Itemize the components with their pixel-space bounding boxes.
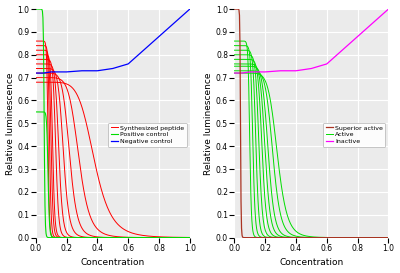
Superior active (232, 7, 237, 11)
Positive control (163, 236, 168, 239)
Line: Negative control: Negative control (36, 9, 190, 73)
Active (324, 236, 328, 239)
Y-axis label: Relative luminescence: Relative luminescence (6, 72, 14, 175)
Y-axis label: Relative luminescence: Relative luminescence (204, 72, 213, 175)
Negative control (110, 67, 115, 70)
Positive control (34, 7, 39, 11)
X-axis label: Concentration: Concentration (279, 259, 344, 268)
Synthesized peptide (173, 236, 178, 239)
Superior active (324, 236, 328, 239)
Negative control (95, 69, 100, 72)
Inactive (263, 70, 268, 73)
Inactive (247, 70, 252, 73)
Synthesized peptide (163, 236, 168, 239)
Inactive (255, 70, 260, 73)
Negative control (172, 21, 177, 24)
Inactive (309, 67, 314, 70)
Negative control (188, 7, 192, 11)
Negative control (41, 72, 46, 75)
Positive control (128, 236, 132, 239)
Active (232, 39, 237, 43)
Synthesized peptide (128, 236, 132, 239)
Active (323, 236, 328, 239)
Line: Synthesized peptide: Synthesized peptide (36, 41, 190, 238)
Legend: Superior active, Active, Inactive: Superior active, Active, Inactive (323, 123, 385, 147)
Active (232, 39, 237, 43)
Inactive (294, 69, 298, 72)
Active (362, 236, 367, 239)
Negative control (157, 35, 162, 38)
Synthesized peptide (124, 236, 129, 239)
Superior active (372, 236, 376, 239)
Inactive (355, 35, 360, 38)
Active (326, 236, 331, 239)
Positive control (124, 236, 129, 239)
Superior active (232, 7, 237, 11)
Line: Active: Active (234, 41, 388, 238)
Negative control (64, 70, 69, 73)
Positive control (33, 7, 38, 11)
Superior active (362, 236, 367, 239)
Synthesized peptide (34, 39, 39, 43)
Synthesized peptide (33, 39, 38, 43)
Inactive (232, 72, 237, 75)
Synthesized peptide (188, 236, 192, 239)
Active (372, 236, 376, 239)
Inactive (324, 62, 329, 66)
Line: Inactive: Inactive (234, 9, 388, 73)
Superior active (386, 236, 391, 239)
Inactive (371, 21, 376, 24)
Negative control (141, 49, 146, 52)
Positive control (188, 236, 192, 239)
Line: Superior active: Superior active (234, 9, 388, 238)
Positive control (173, 236, 178, 239)
Line: Positive control: Positive control (36, 9, 190, 238)
Synthesized peptide (125, 236, 130, 239)
Inactive (386, 7, 391, 11)
Inactive (278, 69, 283, 72)
Negative control (56, 70, 61, 73)
Negative control (126, 62, 130, 66)
Negative control (80, 69, 84, 72)
Inactive (240, 72, 244, 75)
Negative control (33, 72, 38, 75)
Inactive (340, 49, 345, 52)
Positive control (125, 236, 130, 239)
X-axis label: Concentration: Concentration (81, 259, 145, 268)
Negative control (49, 70, 54, 73)
Superior active (326, 236, 331, 239)
Legend: Synthesized peptide, Positive control, Negative control: Synthesized peptide, Positive control, N… (108, 123, 187, 147)
Active (386, 236, 391, 239)
Superior active (323, 236, 328, 239)
